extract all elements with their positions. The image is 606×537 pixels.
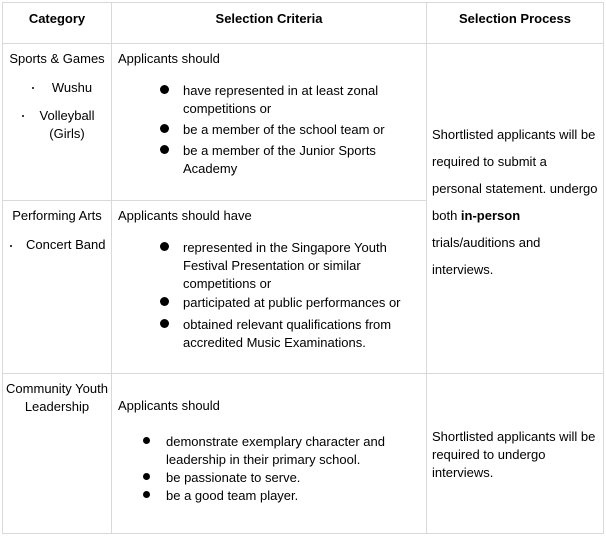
- process-text-bold: in-person: [460, 208, 521, 223]
- criteria-item: be a member of the Junior Sports Academy: [183, 143, 376, 176]
- bullet-icon: [143, 437, 150, 444]
- process-cyl: Shortlisted applicants will be required …: [432, 429, 596, 480]
- bullet-icon: [160, 319, 169, 328]
- criteria-item: demonstrate exemplary character and lead…: [166, 434, 385, 467]
- header-selection-criteria: Selection Criteria: [215, 11, 323, 26]
- process-text-before: Shortlisted applicants will be required …: [432, 127, 598, 223]
- table-border-right: [603, 2, 604, 534]
- criteria-item: be passionate to serve.: [166, 470, 301, 485]
- column-divider-2: [426, 2, 427, 534]
- criteria-intro-sports: Applicants should: [118, 51, 220, 66]
- header-selection-process: Selection Process: [459, 11, 571, 26]
- bullet-icon: [143, 473, 150, 480]
- criteria-intro-cyl: Applicants should: [118, 398, 220, 413]
- bullet-icon: [22, 115, 24, 117]
- process-text-after: trials/auditions and interviews.: [432, 235, 541, 277]
- header-category: Category: [28, 11, 86, 26]
- criteria-item: participated at public performances or: [183, 295, 401, 310]
- criteria-item: be a member of the school team or: [183, 122, 385, 137]
- bullet-icon: [160, 297, 169, 306]
- table-border-left: [2, 2, 3, 534]
- bullet-icon: [143, 491, 150, 498]
- bullet-icon: [160, 145, 169, 154]
- criteria-item: have represented in at least zonal compe…: [183, 83, 379, 116]
- bullet-icon: [160, 242, 169, 251]
- category-community-youth-leadership: Community Youth Leadership: [6, 381, 108, 414]
- criteria-item: represented in the Singapore Youth Festi…: [183, 240, 387, 291]
- process-sports-arts: Shortlisted applicants will be required …: [432, 121, 600, 283]
- criteria-intro-arts: Applicants should have: [118, 208, 252, 223]
- criteria-item: be a good team player.: [166, 488, 299, 503]
- category-sports-games: Sports & Games: [9, 51, 105, 66]
- category-item-volleyball: Volleyball (Girls): [39, 108, 95, 141]
- criteria-item: obtained relevant qualifications from ac…: [183, 317, 392, 350]
- bullet-icon: [160, 85, 169, 94]
- category-item-wushu: Wushu: [51, 80, 93, 95]
- category-item-concert-band: Concert Band: [26, 237, 106, 252]
- table-border-top: [2, 2, 604, 3]
- column-divider-1: [111, 2, 112, 534]
- bullet-icon: [32, 87, 34, 89]
- row-divider-sports-arts: [2, 200, 426, 201]
- table-border-bottom: [2, 533, 604, 534]
- header-divider: [2, 43, 604, 44]
- row-divider-cyl: [2, 373, 604, 374]
- bullet-icon: [160, 124, 169, 133]
- category-performing-arts: Performing Arts: [12, 208, 102, 223]
- bullet-icon: [10, 245, 12, 247]
